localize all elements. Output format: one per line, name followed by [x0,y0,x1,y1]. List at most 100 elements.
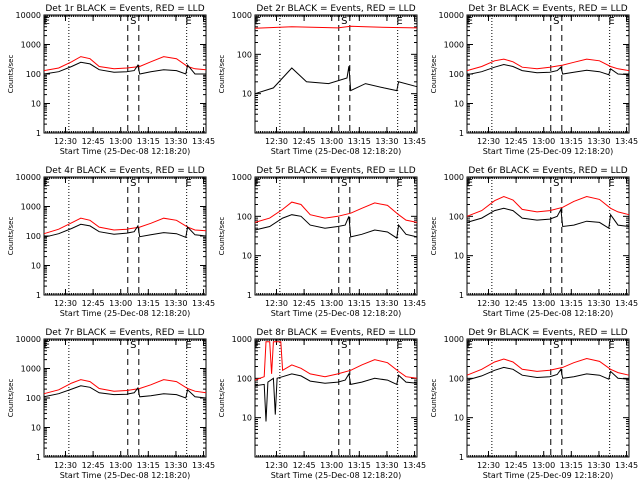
y-tick-label: 10000 [16,173,41,182]
y-tick-label: 1 [36,129,41,138]
x-axis-label: Start Time (25-Dec-08 12:18:20) [483,309,614,318]
x-tick-label: 12:30 [477,137,500,146]
x-tick-label: 12:30 [265,137,288,146]
x-tick-label: 13:45 [403,461,426,470]
x-tick-label: 12:30 [265,299,288,308]
detector-panel: Det 9r BLACK = Events, RED = LLD 1 10 100 10… [430,328,638,480]
panel-title: Det 5r BLACK = Events, RED = LLD [256,166,415,176]
y-tick-label: 100 [237,212,252,221]
lld-series-line [466,357,630,376]
lld-series-line [43,56,207,72]
event-marker-label: E [467,16,473,27]
x-tick-label: 13:45 [192,299,215,308]
y-axis-label: Counts/sec [218,217,226,256]
events-series-line [43,61,206,75]
panel-title: Det 7r BLACK = Events, RED = LLD [45,328,204,338]
x-tick-label: 13:45 [615,137,638,146]
event-marker-label: S [553,178,559,189]
y-tick-label: 10 [31,262,41,271]
x-tick-label: 13:30 [587,137,610,146]
x-axis-label: Start Time (25-Dec-08 12:18:20) [271,309,402,318]
event-marker-label: E [608,16,614,27]
detector-panel: Det 7r BLACK = Events, RED = LLD 1 10 100 10… [7,328,215,480]
x-tick-label: 13:15 [137,299,160,308]
x-tick-label: 12:45 [82,461,105,470]
x-tick-label: 13:00 [320,461,343,470]
y-axis-label: Counts/sec [430,55,438,94]
detector-panel: Det 5r BLACK = Events, RED = LLD 1 10 100 10… [218,166,426,318]
y-tick-label: 100 [449,212,464,221]
plot-frame [466,176,630,296]
y-tick-label: 1000 [444,173,464,182]
x-tick-label: 13:00 [532,137,555,146]
x-tick-label: 12:30 [54,137,77,146]
event-marker-label: E [608,340,614,351]
y-tick-label: 10 [454,414,464,423]
x-tick-label: 12:45 [82,299,105,308]
x-tick-label: 12:45 [293,461,316,470]
lld-series-line [254,25,418,29]
events-series-line [254,214,418,239]
event-marker-label: E [255,178,261,189]
detector-panel: Det 8r BLACK = Events, RED = LLD 10 100 100… [218,328,426,480]
event-marker-label: S [130,16,136,27]
x-tick-label: 13:15 [348,461,371,470]
y-tick-label: 10000 [16,11,41,20]
x-tick-label: 12:45 [293,299,316,308]
y-tick-label: 10 [454,100,464,109]
x-tick-label: 13:15 [560,299,583,308]
y-tick-label: 10 [242,252,252,261]
lld-series-line [254,201,418,223]
x-tick-label: 12:45 [505,299,528,308]
lld-series-line [254,341,418,381]
x-tick-label: 13:30 [587,461,610,470]
event-marker-label: S [341,340,347,351]
event-marker-label: S [341,178,347,189]
event-marker-label: E [467,340,473,351]
lld-series-line [43,379,207,395]
plot-frame [466,338,630,458]
y-tick-label: 1000 [21,365,41,374]
y-tick-label: 1000 [21,203,41,212]
events-series-line [466,207,630,230]
y-axis-label: Counts/sec [218,379,226,418]
x-tick-label: 12:30 [477,461,500,470]
x-tick-label: 13:30 [164,461,187,470]
event-marker-label: S [553,16,559,27]
x-tick-label: 13:30 [375,461,398,470]
x-axis-label: Start Time (25-Dec-08 12:18:20) [271,471,402,480]
y-tick-label: 100 [26,394,41,403]
x-tick-label: 13:15 [137,461,160,470]
x-tick-label: 13:45 [192,137,215,146]
x-axis-label: Start Time (25-Dec-08 12:18:20) [60,147,191,156]
x-tick-label: 13:00 [532,299,555,308]
y-tick-label: 1000 [444,41,464,50]
event-marker-label: S [553,340,559,351]
x-tick-label: 12:30 [477,299,500,308]
x-tick-label: 13:15 [348,137,371,146]
y-axis-label: Counts/sec [7,379,15,418]
x-tick-label: 13:45 [403,299,426,308]
x-axis-label: Start Time (25-Dec-08 12:18:20) [60,309,191,318]
y-axis-label: Counts/sec [430,379,438,418]
event-marker-label: E [396,178,402,189]
plot-frame [43,338,207,458]
x-axis-label: Start Time (25-Dec-08 12:18:20) [271,147,402,156]
y-tick-label: 1 [459,129,464,138]
x-tick-label: 13:30 [164,299,187,308]
y-tick-label: 10 [242,90,252,99]
detector-panel: Det 4r BLACK = Events, RED = LLD 1 10 100 10… [7,166,215,318]
events-series-line [43,385,207,399]
y-tick-label: 100 [237,50,252,59]
event-marker-label: E [44,16,50,27]
y-tick-label: 10 [454,252,464,261]
event-marker-label: S [130,340,136,351]
plot-frame [43,14,207,134]
y-tick-label: 1000 [232,173,252,182]
events-series-line [254,66,418,95]
x-tick-label: 13:30 [587,299,610,308]
lld-series-line [43,217,207,235]
detector-panel: Det 6r BLACK = Events, RED = LLD 1 10 100 10… [430,166,638,318]
y-tick-label: 100 [449,374,464,383]
